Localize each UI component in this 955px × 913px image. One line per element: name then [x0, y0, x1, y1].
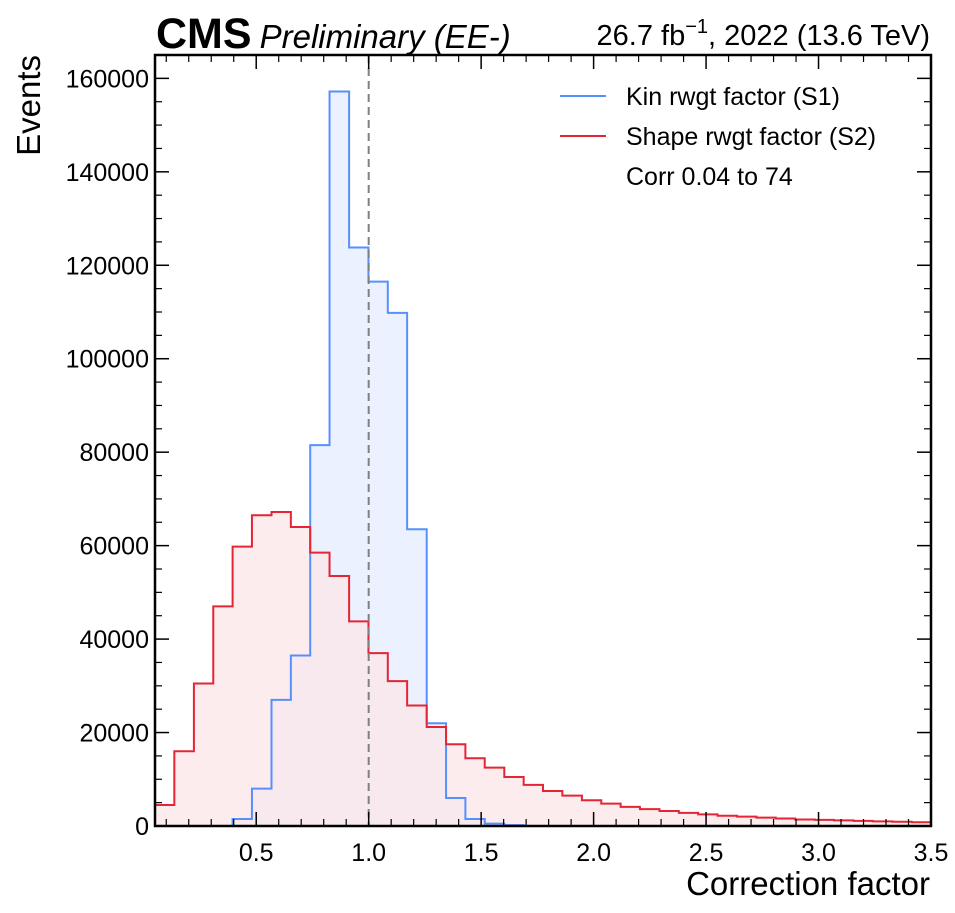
hist-bar-2-12 [387, 681, 408, 826]
hist-bar-2-7 [290, 526, 311, 826]
hist-bar-2-15 [446, 744, 466, 826]
plot-area [155, 55, 931, 826]
lumi-sup: −1 [685, 16, 708, 38]
plot-frame [153, 53, 933, 828]
y-tick-label: 160000 [66, 65, 149, 93]
y-tick-label: 80000 [79, 439, 149, 467]
y-tick-label: 40000 [79, 626, 149, 654]
hist-bar-2-4 [232, 546, 252, 826]
hist-bar-2-1 [174, 751, 194, 826]
hist-bar-2-20 [543, 790, 563, 826]
x-tick-label: 1.5 [464, 839, 499, 867]
hist-bar-2-35 [834, 820, 854, 826]
hist-bar-2-31 [756, 817, 776, 826]
lumi-label: 26.7 fb−1, 2022 (13.6 TeV) [597, 16, 930, 52]
hist-bar-2-26 [659, 811, 679, 826]
hist-bar-2-32 [775, 818, 796, 826]
x-tick-label: 0.5 [239, 839, 274, 867]
hist-bar-2-25 [639, 809, 660, 826]
legend-note: Corr 0.04 to 74 [626, 163, 793, 191]
y-tick-label: 140000 [66, 159, 149, 187]
lumi-main: 26.7 fb [597, 20, 686, 52]
y-tick-label: 60000 [79, 533, 149, 561]
hist-bar-2-6 [271, 511, 291, 826]
cms-label: CMS [156, 10, 252, 58]
hist-bar-2-18 [504, 776, 524, 826]
y-axis-title: Events [10, 55, 47, 156]
hist-bar-2-23 [601, 803, 621, 826]
x-tick-label: 3.0 [801, 839, 836, 867]
hist-bar-2-28 [698, 814, 718, 826]
hist-bar-2-5 [251, 515, 272, 826]
hist-bar-2-27 [678, 812, 699, 826]
hist-bar-2-2 [193, 683, 214, 826]
hist-bar-2-22 [581, 800, 602, 826]
x-tick-label: 2.5 [689, 839, 724, 867]
hist-bar-2-19 [523, 784, 543, 826]
hist-bar-2-37 [872, 821, 893, 826]
hist-bar-2-10 [349, 621, 369, 826]
y-tick-label: 0 [135, 813, 149, 841]
hist-bar-2-11 [368, 653, 388, 826]
x-tick-label: 1.0 [351, 839, 386, 867]
hist-bar-2-3 [213, 606, 233, 826]
hist-bar-2-16 [465, 758, 485, 826]
x-tick-label: 3.5 [914, 839, 949, 867]
hist-bar-2-9 [329, 576, 350, 826]
hist-bar-2-34 [814, 819, 835, 826]
y-tick-label: 100000 [66, 346, 149, 374]
lumi-tail: , 2022 (13.6 TeV) [708, 20, 930, 52]
hist-bar-2-14 [426, 726, 447, 826]
legend: Kin rwgt factor (S1) Shape rwgt factor (… [560, 83, 876, 191]
hist-bar-2-39 [911, 822, 931, 826]
hist-bar-2-33 [795, 819, 815, 826]
series-outline-1 [155, 90, 931, 826]
hist-bar-2-30 [737, 816, 757, 826]
hist-bar-2-8 [310, 552, 330, 826]
hist-bar-2-17 [484, 767, 505, 826]
y-tick-label: 120000 [66, 252, 149, 280]
hist-bar-2-13 [407, 705, 427, 826]
x-axis-title: Correction factor [686, 865, 930, 902]
hist-bar-2-24 [620, 806, 640, 826]
hist-bar-2-29 [717, 815, 738, 826]
legend-label-s2: Shape rwgt factor (S2) [626, 123, 876, 151]
legend-label-s1: Kin rwgt factor (S1) [626, 83, 840, 111]
series-outline-2 [155, 510, 931, 826]
x-tick-label: 2.0 [576, 839, 611, 867]
cms-extra-label: Preliminary (EE-) [260, 18, 511, 55]
hist-bar-2-0 [155, 804, 175, 826]
y-tick-label: 20000 [79, 720, 149, 748]
hist-bar-2-21 [562, 795, 582, 826]
hist-bar-2-38 [892, 821, 912, 826]
